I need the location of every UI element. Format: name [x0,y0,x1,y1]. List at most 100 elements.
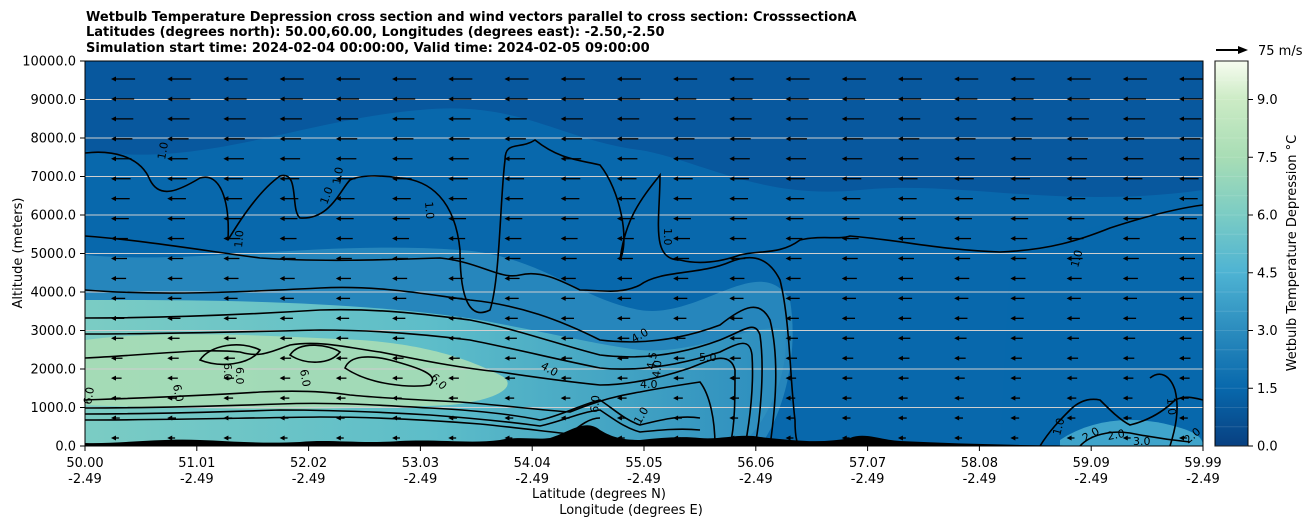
quiver-key-arrowhead [1238,46,1248,54]
wind-arrow [1179,395,1189,401]
wind-arrow [785,395,796,401]
wind-arrow [785,96,809,102]
colorbar-tick-label: 9.0 [1257,93,1278,108]
contour-line [85,342,736,446]
wind-arrow [1179,335,1192,341]
wind-arrow [1010,216,1029,222]
wind-arrow [504,275,520,281]
wind-arrow [167,355,179,361]
wind-arrow [167,395,177,401]
wind-arrow [841,395,852,401]
terrain [85,425,1203,446]
colorbar-fill [1214,60,1249,447]
wind-arrow [897,315,912,321]
wind-arrow [167,196,186,202]
x-axis: 50.00-2.4951.01-2.4952.02-2.4953.03-2.49… [66,446,1222,487]
wind-arrow [1010,275,1026,281]
wind-arrow [954,156,975,162]
contour-line [85,286,777,446]
wind-arrow [223,96,247,102]
x-tick-label-latitude: 52.02 [290,456,327,471]
wind-arrow [335,136,358,142]
contour-label: 4.0 [640,378,658,391]
contour-label: 1.0 [1050,417,1067,437]
wind-arrow [223,415,233,421]
wind-arrow [841,236,859,242]
x-tick-label-longitude: -2.49 [404,472,438,487]
wind-arrow [392,216,410,222]
wind-arrow [1122,136,1145,142]
field-band-core [85,334,508,409]
wind-arrow [1010,136,1032,142]
wind-arrow [729,216,748,222]
wind-arrow [954,295,969,301]
wind-arrow [729,96,753,102]
wind-arrow [785,375,797,381]
contour-line [85,308,763,446]
wind-arrow [1122,375,1134,381]
chart-title-line-3: Simulation start time: 2024-02-04 00:00:… [86,41,650,56]
wind-arrow [392,395,402,401]
wind-arrow [897,375,909,381]
wind-arrow [560,136,583,142]
wind-arrow [111,375,122,381]
wind-arrow [897,236,915,242]
wind-arrow [448,275,464,281]
wind-arrow [1010,116,1033,122]
wind-arrow [954,275,970,281]
wind-arrow [279,335,293,341]
contour-label: 1.0 [1164,397,1178,416]
wind-arrow [841,355,854,361]
wind-arrow [785,196,805,202]
wind-arrow [448,196,467,202]
wind-arrow [279,295,294,301]
wind-arrow [785,275,801,281]
x-tick-label-latitude: 58.08 [961,456,998,471]
wind-arrow [448,315,462,321]
wind-arrow [616,395,627,401]
wind-arrow [279,256,296,261]
wind-arrow [279,76,304,82]
wind-arrow [111,136,133,142]
colorbar: 0.0 1.5 3.0 4.5 6.0 7.5 9.0 Wetbulb Temperatur… [1214,60,1300,455]
wind-arrow [841,216,860,222]
contour-line [85,381,716,446]
wind-arrow [167,96,191,102]
x-tick-label-longitude: -2.49 [68,472,102,487]
y-axis-label: Altitude (meters) [11,198,26,309]
x-tick-label-latitude: 55.05 [625,456,662,471]
wind-arrow [1122,236,1140,242]
wind-arrow [954,116,977,122]
wind-arrow [729,375,740,381]
wind-arrow [1010,295,1025,301]
y-tick-label: 0.0 [55,440,76,455]
wind-arrow [616,116,640,122]
wind-arrow [1122,156,1144,162]
x-tick-label-longitude: -2.49 [851,472,885,487]
wind-arrow [167,236,185,242]
wind-arrow [673,335,686,341]
wind-arrow [673,216,691,222]
x-tick-label-latitude: 59.99 [1184,456,1221,471]
wind-arrow [279,196,299,202]
wind-arrow [785,176,806,182]
wind-arrow [1122,395,1133,401]
wind-arrow [279,116,302,122]
wind-arrow [504,395,515,401]
wind-arrow [167,415,177,421]
y-tick-label: 2000.0 [31,363,77,378]
wind-arrow [729,156,750,162]
wind-arrow [841,335,855,341]
wind-arrow [335,156,357,162]
wind-arrow [167,216,186,222]
y-tick-label: 9000.0 [31,93,77,108]
wind-arrow [448,355,460,361]
wind-arrow [335,355,348,361]
wind-arrow [335,236,353,242]
wind-arrow [111,116,134,122]
wind-arrow [335,315,350,321]
wind-arrow [167,275,183,281]
wind-arrow [1122,295,1137,301]
wind-arrow [673,256,690,261]
x-tick-label-longitude: -2.49 [1186,472,1220,487]
